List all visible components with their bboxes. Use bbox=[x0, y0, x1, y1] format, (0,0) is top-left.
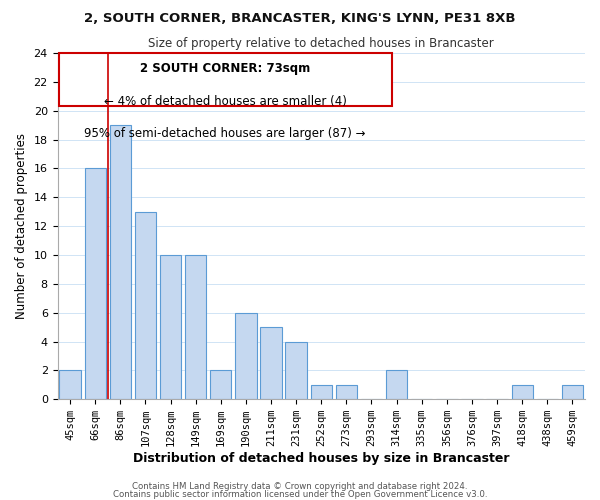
Bar bbox=[59, 370, 81, 399]
Text: Contains public sector information licensed under the Open Government Licence v3: Contains public sector information licen… bbox=[113, 490, 487, 499]
Bar bbox=[135, 212, 156, 399]
Y-axis label: Number of detached properties: Number of detached properties bbox=[15, 133, 28, 319]
Text: 2 SOUTH CORNER: 73sqm: 2 SOUTH CORNER: 73sqm bbox=[140, 62, 310, 74]
Bar bbox=[110, 125, 131, 399]
Bar bbox=[512, 385, 533, 399]
Bar bbox=[235, 312, 257, 399]
Bar bbox=[336, 385, 357, 399]
Bar bbox=[85, 168, 106, 399]
X-axis label: Distribution of detached houses by size in Brancaster: Distribution of detached houses by size … bbox=[133, 452, 509, 465]
Bar bbox=[160, 255, 181, 399]
Bar bbox=[311, 385, 332, 399]
Text: 95% of semi-detached houses are larger (87) →: 95% of semi-detached houses are larger (… bbox=[85, 128, 366, 140]
Bar bbox=[210, 370, 232, 399]
Text: 2, SOUTH CORNER, BRANCASTER, KING'S LYNN, PE31 8XB: 2, SOUTH CORNER, BRANCASTER, KING'S LYNN… bbox=[84, 12, 516, 26]
Text: Contains HM Land Registry data © Crown copyright and database right 2024.: Contains HM Land Registry data © Crown c… bbox=[132, 482, 468, 491]
Bar bbox=[260, 327, 282, 399]
Text: ← 4% of detached houses are smaller (4): ← 4% of detached houses are smaller (4) bbox=[104, 94, 347, 108]
Bar bbox=[562, 385, 583, 399]
Title: Size of property relative to detached houses in Brancaster: Size of property relative to detached ho… bbox=[148, 38, 494, 51]
Bar bbox=[59, 53, 392, 106]
Bar bbox=[386, 370, 407, 399]
Bar bbox=[185, 255, 206, 399]
Bar bbox=[286, 342, 307, 399]
